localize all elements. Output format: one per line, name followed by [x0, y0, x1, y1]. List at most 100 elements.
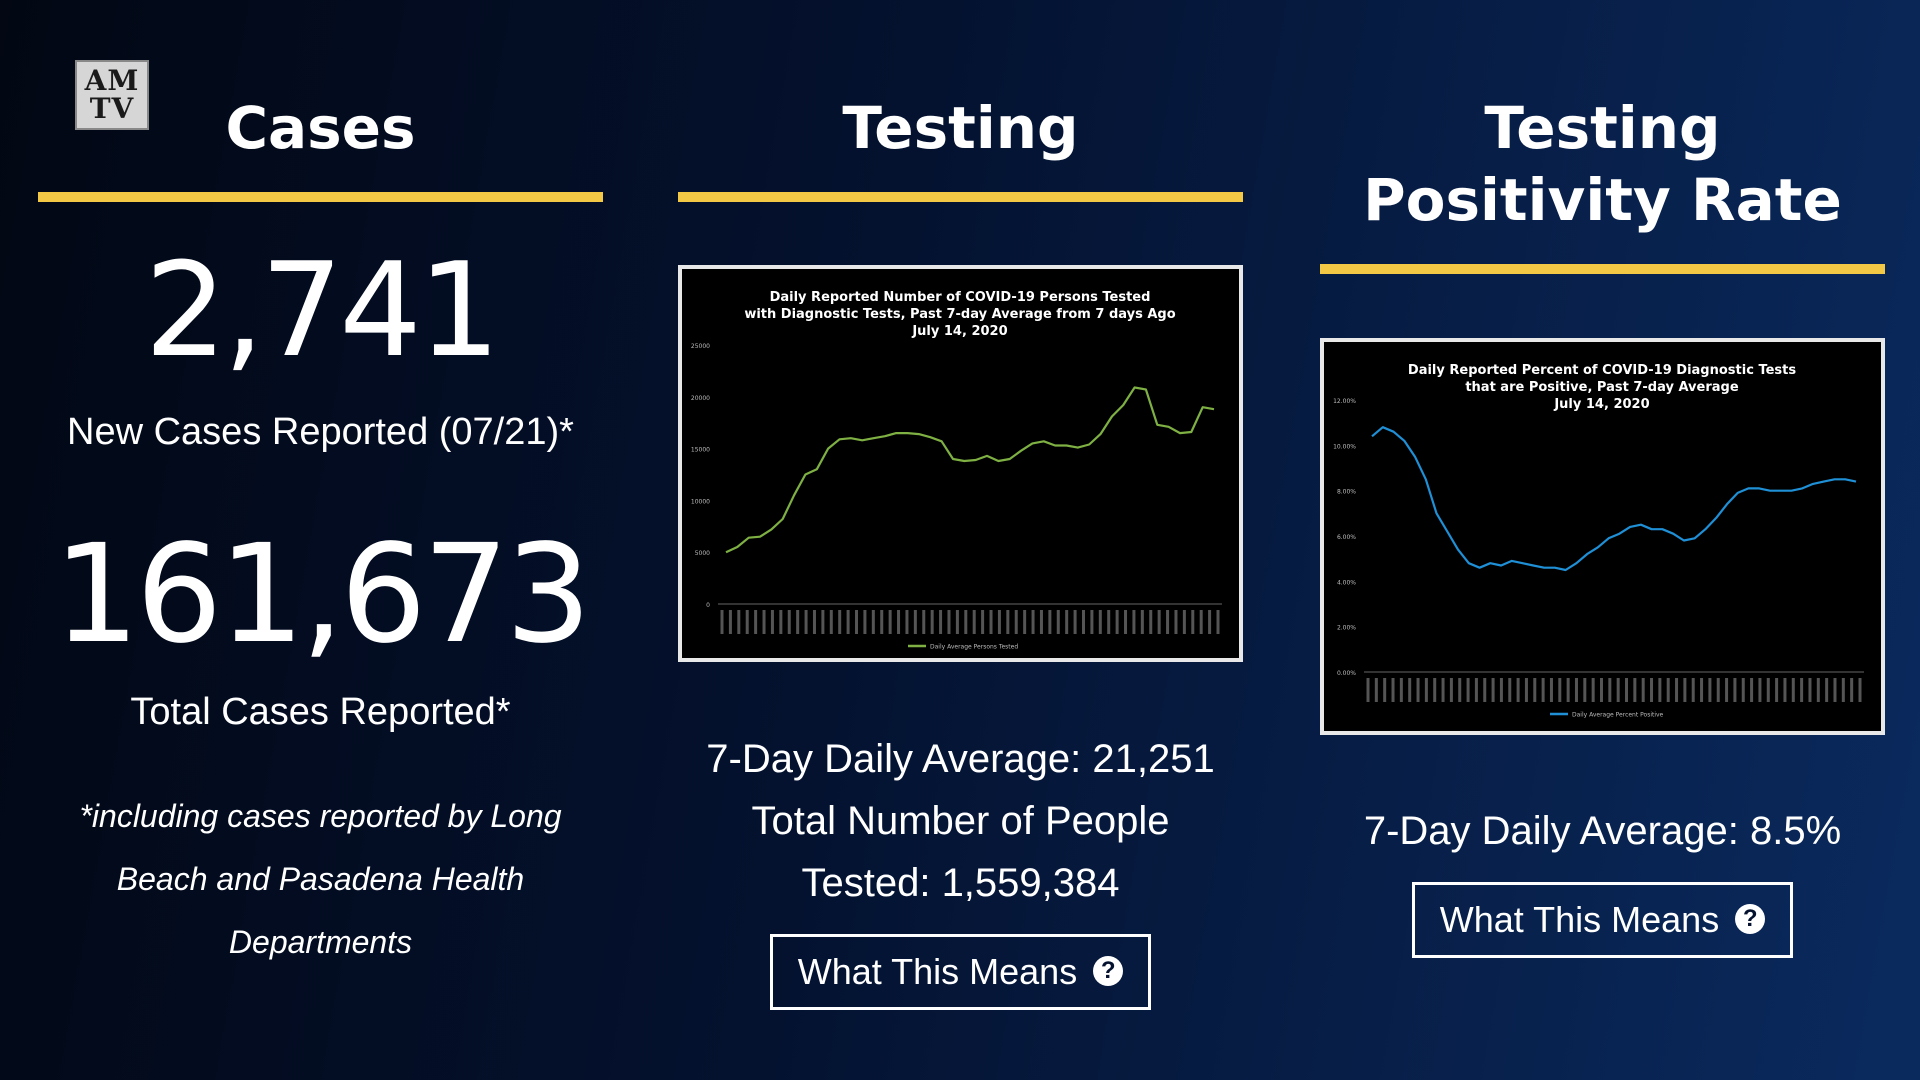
chart-title-line: July 14, 2020: [1553, 397, 1649, 412]
x-tick-label: [997, 610, 1001, 634]
y-tick-label: 6.00%: [1337, 534, 1356, 541]
x-tick-label: [972, 610, 976, 634]
y-tick-label: 25000: [691, 343, 710, 350]
x-tick-label: [1374, 678, 1378, 702]
x-tick-label: [1399, 678, 1403, 702]
x-tick-label: [1658, 678, 1662, 702]
x-tick-label: [1132, 610, 1136, 634]
x-tick-label: [804, 610, 808, 634]
x-tick-label: [1758, 678, 1762, 702]
x-tick-label: [955, 610, 959, 634]
x-tick-label: [1725, 678, 1729, 702]
x-tick-label: [1633, 678, 1637, 702]
x-tick-label: [1014, 610, 1018, 634]
x-tick-label: [1750, 678, 1754, 702]
logo-line-2: TV: [89, 92, 135, 125]
x-tick-label: [1508, 678, 1512, 702]
x-tick-label: [1625, 678, 1629, 702]
chart-title-line: that are Positive, Past 7-day Average: [1465, 380, 1739, 395]
button-label: What This Means: [797, 951, 1078, 992]
new-cases-value: 2,741: [144, 234, 500, 386]
x-tick-label: [855, 610, 859, 634]
x-tick-label: [1081, 610, 1085, 634]
x-tick-label: [1366, 678, 1370, 702]
x-tick-label: [737, 610, 741, 634]
y-tick-label: 12.00%: [1333, 398, 1356, 405]
x-tick-label: [888, 610, 892, 634]
x-tick-label: [1549, 678, 1553, 702]
question-circle-icon: ?: [1093, 956, 1124, 987]
x-tick-label: [1149, 610, 1153, 634]
x-tick-label: [1499, 678, 1503, 702]
x-tick-label: [728, 610, 732, 634]
chart-title-line: Daily Reported Percent of COVID-19 Diagn…: [1408, 363, 1796, 378]
x-tick-label: [1533, 678, 1537, 702]
positivity-what-this-means-button[interactable]: What This Means ?: [1412, 882, 1793, 958]
x-tick-label: [1591, 678, 1595, 702]
x-tick-label: [720, 610, 724, 634]
x-tick-label: [1858, 678, 1862, 702]
chart-title-line: with Diagnostic Tests, Past 7-day Averag…: [744, 307, 1175, 322]
x-tick-label: [1124, 610, 1128, 634]
positivity-chart-svg: Daily Reported Percent of COVID-19 Diagn…: [1333, 363, 1864, 719]
question-circle-icon: ?: [1735, 904, 1766, 935]
legend-label: Daily Average Persons Tested: [930, 644, 1018, 651]
x-tick-label: [1608, 678, 1612, 702]
x-tick-label: [796, 610, 800, 634]
x-tick-label: [1541, 678, 1545, 702]
x-tick-label: [989, 610, 993, 634]
x-tick-label: [964, 610, 968, 634]
x-tick-label: [1558, 678, 1562, 702]
y-tick-label: 15000: [691, 447, 710, 454]
x-tick-label: [1073, 610, 1077, 634]
legend-label: Daily Average Percent Positive: [1572, 712, 1664, 719]
x-tick-label: [1065, 610, 1069, 634]
x-tick-label: [1216, 610, 1220, 634]
x-tick-label: [922, 610, 926, 634]
x-tick-label: [1140, 610, 1144, 634]
x-tick-label: [821, 610, 825, 634]
testing-total-line-1: Total Number of People: [751, 799, 1170, 843]
x-tick-label: [1107, 610, 1111, 634]
x-tick-label: [1650, 678, 1654, 702]
x-tick-label: [930, 610, 934, 634]
x-tick-label: [1433, 678, 1437, 702]
x-tick-label: [1766, 678, 1770, 702]
testing-total-line-2: Tested: 1,559,384: [801, 861, 1120, 905]
positivity-chart: Daily Reported Percent of COVID-19 Diagn…: [1320, 338, 1885, 735]
x-tick-label: [1816, 678, 1820, 702]
y-tick-label: 5000: [695, 550, 710, 557]
x-tick-label: [1483, 678, 1487, 702]
y-tick-label: 10.00%: [1333, 443, 1356, 450]
x-tick-label: [762, 610, 766, 634]
x-tick-label: [1783, 678, 1787, 702]
x-tick-label: [779, 610, 783, 634]
positivity-accent-bar: [1320, 264, 1885, 274]
x-tick-label: [1090, 610, 1094, 634]
x-tick-label: [846, 610, 850, 634]
x-tick-label: [871, 610, 875, 634]
x-tick-label: [745, 610, 749, 634]
x-tick-label: [829, 610, 833, 634]
x-tick-label: [1182, 610, 1186, 634]
x-tick-label: [1391, 678, 1395, 702]
x-tick-label: [1098, 610, 1102, 634]
x-tick-label: [1516, 678, 1520, 702]
testing-what-this-means-button[interactable]: What This Means ?: [770, 934, 1151, 1010]
total-cases-value: 161,673: [53, 516, 591, 674]
x-tick-label: [905, 610, 909, 634]
chart-title-line: July 14, 2020: [911, 324, 1007, 339]
x-tick-label: [1833, 678, 1837, 702]
x-tick-label: [897, 610, 901, 634]
logo-line-1: AM: [84, 64, 140, 97]
x-tick-label: [770, 610, 774, 634]
x-tick-label: [1491, 678, 1495, 702]
testing-accent-bar: [678, 192, 1243, 202]
testing-heading: Testing: [842, 94, 1079, 162]
x-tick-label: [1691, 678, 1695, 702]
x-tick-label: [1466, 678, 1470, 702]
x-tick-label: [1474, 678, 1478, 702]
x-tick-label: [838, 610, 842, 634]
y-tick-label: 10000: [691, 498, 710, 505]
x-tick-label: [981, 610, 985, 634]
